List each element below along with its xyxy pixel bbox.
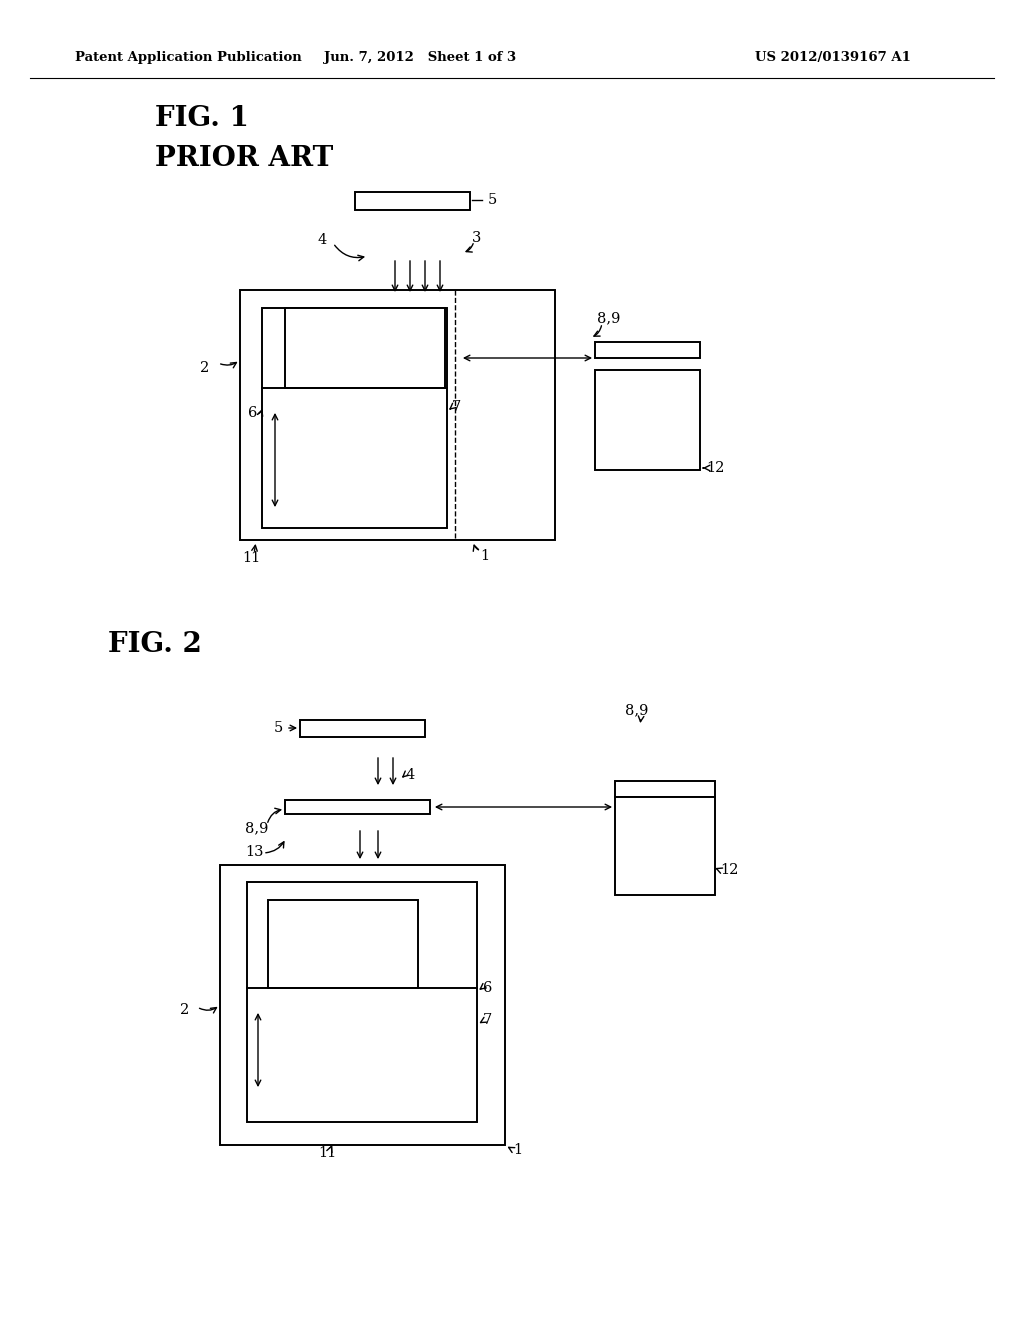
Text: 8,9: 8,9 bbox=[597, 312, 621, 325]
Bar bbox=[268, 900, 418, 987]
Text: 12: 12 bbox=[720, 863, 738, 876]
Text: 2: 2 bbox=[200, 360, 209, 375]
Text: 4: 4 bbox=[406, 768, 415, 781]
Text: 1: 1 bbox=[480, 549, 489, 564]
Text: FIG. 1: FIG. 1 bbox=[155, 104, 249, 132]
Text: 12: 12 bbox=[706, 461, 724, 475]
Bar bbox=[615, 781, 715, 797]
Bar bbox=[240, 290, 555, 540]
Bar bbox=[285, 308, 445, 388]
Text: 11: 11 bbox=[318, 1146, 336, 1160]
Text: 11: 11 bbox=[242, 550, 260, 565]
Text: 13: 13 bbox=[245, 845, 263, 859]
Bar bbox=[300, 719, 425, 737]
Text: 7: 7 bbox=[452, 400, 461, 414]
Text: 5: 5 bbox=[488, 193, 498, 207]
Text: 2: 2 bbox=[180, 1003, 189, 1016]
Text: US 2012/0139167 A1: US 2012/0139167 A1 bbox=[755, 51, 911, 65]
Text: 5: 5 bbox=[273, 721, 283, 735]
Bar bbox=[247, 882, 477, 1122]
Text: 1: 1 bbox=[513, 1143, 522, 1158]
Text: Patent Application Publication: Patent Application Publication bbox=[75, 51, 302, 65]
Text: 6: 6 bbox=[483, 981, 493, 995]
Text: 8,9: 8,9 bbox=[245, 821, 268, 836]
Text: 8,9: 8,9 bbox=[625, 704, 648, 717]
Bar bbox=[595, 370, 700, 470]
Text: 6: 6 bbox=[248, 407, 257, 420]
Text: Jun. 7, 2012   Sheet 1 of 3: Jun. 7, 2012 Sheet 1 of 3 bbox=[324, 51, 516, 65]
Bar bbox=[595, 342, 700, 358]
Text: PRIOR ART: PRIOR ART bbox=[155, 144, 333, 172]
Text: FIG. 2: FIG. 2 bbox=[108, 631, 202, 659]
Bar bbox=[355, 191, 470, 210]
Text: 3: 3 bbox=[472, 231, 481, 246]
Text: 4: 4 bbox=[318, 234, 328, 247]
Text: 7: 7 bbox=[483, 1012, 493, 1027]
Bar bbox=[615, 797, 715, 895]
Bar bbox=[220, 865, 505, 1144]
Bar bbox=[285, 800, 430, 814]
Bar bbox=[262, 308, 447, 528]
